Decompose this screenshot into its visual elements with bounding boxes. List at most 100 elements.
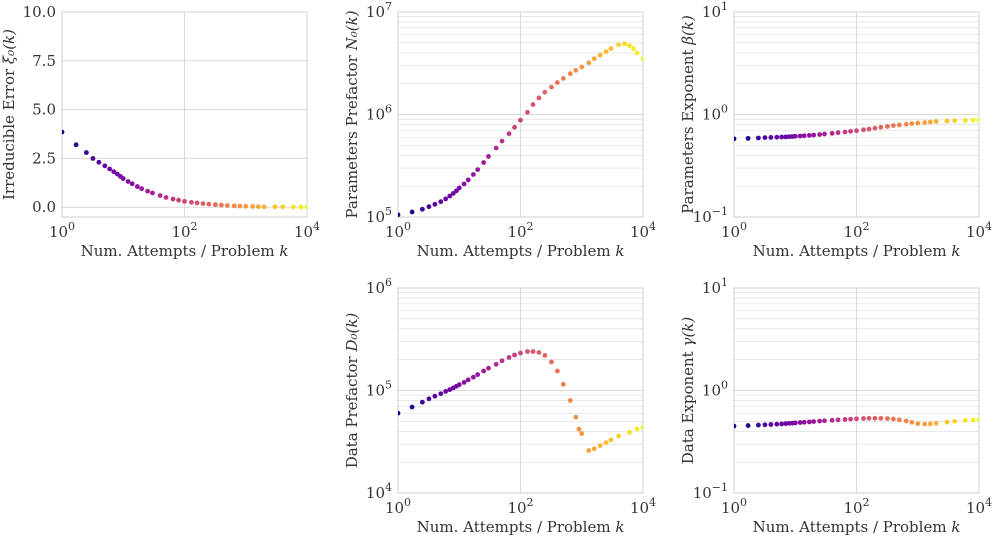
axes-frame — [397, 11, 644, 218]
data-point — [542, 89, 548, 95]
x-axis-label: Num. Attempts / Problem k — [417, 518, 625, 536]
data-point — [506, 355, 512, 360]
data-point — [560, 76, 566, 81]
data-point — [976, 117, 979, 123]
data-point — [398, 212, 401, 217]
data-point — [903, 418, 909, 424]
x-tick-label: 102 — [507, 496, 533, 517]
data-point — [842, 129, 848, 135]
data-point — [481, 160, 487, 165]
data-point — [768, 134, 774, 140]
data-point — [512, 124, 517, 130]
data-point — [560, 381, 566, 387]
data-point — [878, 415, 884, 421]
data-point — [861, 416, 866, 421]
data-point — [933, 420, 939, 426]
data-point — [922, 421, 928, 427]
data-point — [927, 119, 933, 125]
data-point — [426, 396, 432, 402]
data-point — [755, 135, 761, 141]
data-point — [139, 186, 145, 192]
data-point — [255, 204, 261, 210]
data-point — [745, 135, 751, 141]
data-point — [213, 202, 218, 208]
x-tick-label: 100 — [49, 220, 75, 241]
data-point — [783, 134, 789, 140]
data-point — [627, 43, 632, 49]
data-point — [470, 374, 476, 380]
data-point — [896, 417, 902, 423]
data-point — [608, 46, 614, 51]
y-tick-label: 2.5 — [32, 149, 56, 167]
data-point — [806, 419, 812, 425]
data-point — [640, 56, 643, 62]
x-tick-label: 100 — [721, 496, 747, 517]
data-point — [890, 416, 896, 422]
data-point — [189, 199, 194, 205]
data-point — [922, 120, 928, 125]
data-point — [426, 204, 432, 210]
data-point — [872, 125, 878, 131]
data-point — [461, 379, 467, 385]
data-point — [762, 135, 768, 141]
data-point — [861, 127, 866, 133]
x-tick-label: 104 — [294, 220, 320, 241]
data-point — [549, 84, 554, 90]
data-point — [616, 42, 622, 48]
data-point — [231, 203, 237, 209]
data-point — [915, 120, 921, 126]
data-point — [73, 142, 79, 148]
y-tick-label: 0.0 — [32, 198, 56, 216]
data-point — [530, 102, 536, 107]
data-point — [465, 177, 471, 183]
data-point — [419, 399, 425, 405]
data-point — [963, 118, 968, 123]
data-point — [576, 426, 582, 432]
data-point — [745, 423, 751, 428]
data-point — [573, 67, 579, 73]
data-point — [456, 185, 462, 191]
axes-frame — [733, 287, 980, 494]
data-point — [125, 179, 131, 184]
subplot-irreducible-error: 100 102 104 0.0 2.5 5.0 7.5 10.0 Num. Attempts /… — [0, 3, 320, 260]
data-point — [586, 448, 592, 453]
x-tick-label: 102 — [843, 496, 869, 517]
data-point — [779, 421, 785, 427]
data-point — [525, 349, 530, 354]
data-point — [591, 446, 597, 452]
data-point — [218, 202, 224, 208]
data-point — [134, 184, 140, 189]
data-point — [447, 387, 453, 393]
data-point — [963, 418, 968, 423]
data-point — [291, 204, 296, 210]
y-tick-label: 101 — [702, 0, 728, 21]
x-tick-label: 100 — [385, 496, 411, 517]
axes-frame — [61, 11, 308, 218]
data-point — [829, 130, 835, 136]
y-axis-label: Parameters Exponent β(k) — [679, 15, 697, 214]
data-point — [499, 358, 505, 364]
y-tick-label: 107 — [366, 0, 392, 21]
y-tick-label: 10−1 — [693, 481, 728, 502]
data-point — [835, 417, 841, 423]
x-tick-label: 102 — [507, 220, 533, 241]
data-point — [970, 417, 976, 423]
x-tick-label: 100 — [721, 220, 747, 241]
data-point — [817, 132, 823, 137]
data-point — [419, 206, 425, 212]
data-point — [461, 181, 467, 187]
data-point — [549, 359, 554, 365]
data-point — [107, 166, 113, 172]
y-tick-label: 10.0 — [23, 3, 56, 21]
data-point — [409, 209, 415, 215]
data-point — [530, 349, 536, 354]
data-point — [438, 199, 444, 205]
data-point — [170, 196, 176, 202]
data-point — [194, 200, 200, 206]
data-point — [783, 421, 789, 427]
y-axis-label: Irreducible Error ξ₀(k) — [0, 29, 18, 200]
y-tick-label: 101 — [702, 276, 728, 297]
data-point — [447, 193, 453, 199]
data-point — [554, 80, 560, 85]
data-point — [432, 201, 438, 207]
